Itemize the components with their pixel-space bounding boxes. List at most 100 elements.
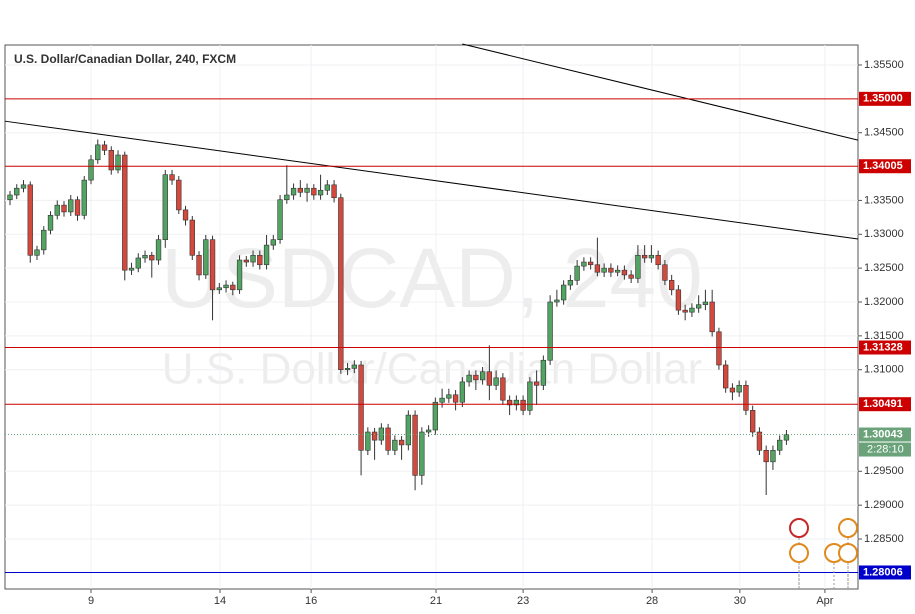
level-label: 1.30491 xyxy=(863,398,903,410)
candle-body xyxy=(182,209,189,221)
candle-body xyxy=(41,229,47,251)
y-tick-label: 1.35500 xyxy=(864,59,904,71)
x-tick-label: 9 xyxy=(88,595,94,607)
level-label-box xyxy=(859,159,911,174)
candle-body xyxy=(709,301,715,333)
chart-title: U.S. Dollar/Canadian Dollar, 240, FXCM xyxy=(14,52,236,66)
level-label-box xyxy=(859,91,911,106)
candle-body xyxy=(500,377,506,401)
candle-body xyxy=(162,174,168,240)
y-tick-label: 1.29000 xyxy=(864,499,904,511)
candle-body xyxy=(628,274,634,279)
candle-body xyxy=(20,184,27,189)
candle-body xyxy=(743,384,749,411)
candle-body xyxy=(101,144,108,151)
candle-body xyxy=(250,254,256,263)
candle-body xyxy=(344,368,351,371)
candle-body xyxy=(95,144,101,161)
candle-body xyxy=(540,359,547,386)
watermark-subtitle: U.S. Dollar/Canadian Dollar xyxy=(162,345,702,394)
candle-body xyxy=(723,364,729,389)
event-icon xyxy=(789,543,809,563)
candle-body xyxy=(567,280,574,286)
candle-body xyxy=(257,254,263,266)
candle-body xyxy=(135,257,141,269)
candle-body xyxy=(702,301,709,306)
candle-body xyxy=(34,249,40,256)
candle-body xyxy=(277,199,283,240)
candle-body xyxy=(405,414,412,446)
candle-body xyxy=(695,304,702,309)
candle-body xyxy=(581,261,587,267)
candle-body xyxy=(601,267,607,273)
candle-body xyxy=(324,184,330,191)
candle-body xyxy=(668,280,675,291)
candle-body xyxy=(419,431,425,476)
candle-body xyxy=(284,194,290,201)
countdown-label: 2:28:10 xyxy=(867,443,904,455)
candle-body xyxy=(351,364,357,369)
candle-body xyxy=(608,267,614,273)
candle-body xyxy=(614,269,621,273)
x-tick-label: 28 xyxy=(646,595,658,607)
candle-body xyxy=(527,381,533,411)
candle-body xyxy=(675,289,682,311)
candle-body xyxy=(560,284,567,301)
level-label-box xyxy=(859,565,911,580)
y-tick-label: 1.29500 xyxy=(864,465,904,477)
candle-body xyxy=(412,414,418,476)
candle-body xyxy=(331,184,337,199)
last-price-label: 1.30043 xyxy=(863,428,903,440)
y-tick-label: 1.32500 xyxy=(864,262,904,274)
candle-body xyxy=(641,254,648,259)
candle-body xyxy=(176,179,182,211)
candle-body xyxy=(27,184,33,256)
candle-body xyxy=(736,384,742,393)
candle-body xyxy=(783,434,790,441)
candle-body xyxy=(682,309,688,313)
level-label: 1.31328 xyxy=(863,341,903,353)
candle-body xyxy=(398,439,405,446)
level-label-box xyxy=(859,340,911,355)
candle-body xyxy=(54,204,60,216)
candle-body xyxy=(763,450,769,463)
candle-body xyxy=(236,259,243,291)
candle-body xyxy=(196,254,202,276)
candle-body xyxy=(439,397,445,403)
candle-body xyxy=(88,159,94,181)
countdown-box xyxy=(859,442,911,457)
candle-body xyxy=(378,427,384,441)
candle-body xyxy=(594,264,601,273)
x-tick-label: 30 xyxy=(734,595,746,607)
candle-body xyxy=(243,259,249,263)
candle-body xyxy=(459,381,466,403)
candle-body xyxy=(371,431,378,441)
candle-body xyxy=(729,387,736,393)
candle-body xyxy=(756,431,763,451)
candle-body xyxy=(446,394,452,399)
candle-body xyxy=(587,261,594,266)
candle-body xyxy=(304,187,310,193)
candle-body xyxy=(547,301,553,361)
event-icon xyxy=(789,518,809,538)
candle-body xyxy=(648,254,655,259)
candle-body xyxy=(189,219,195,256)
candle-body xyxy=(203,239,209,276)
candle-body xyxy=(662,264,668,281)
trend-line xyxy=(4,120,859,240)
candle-body xyxy=(216,287,222,291)
candle-body xyxy=(169,174,175,181)
candle-body xyxy=(486,371,493,386)
candle-body xyxy=(635,254,641,279)
candle-body xyxy=(777,439,783,451)
candle-body xyxy=(290,187,297,196)
trend-line xyxy=(462,43,859,141)
candle-body xyxy=(473,374,479,381)
event-icon xyxy=(838,518,858,538)
y-tick-label: 1.31000 xyxy=(864,364,904,376)
x-tick-label: 14 xyxy=(214,595,226,607)
candle-body xyxy=(621,269,628,276)
candle-body xyxy=(432,401,439,431)
